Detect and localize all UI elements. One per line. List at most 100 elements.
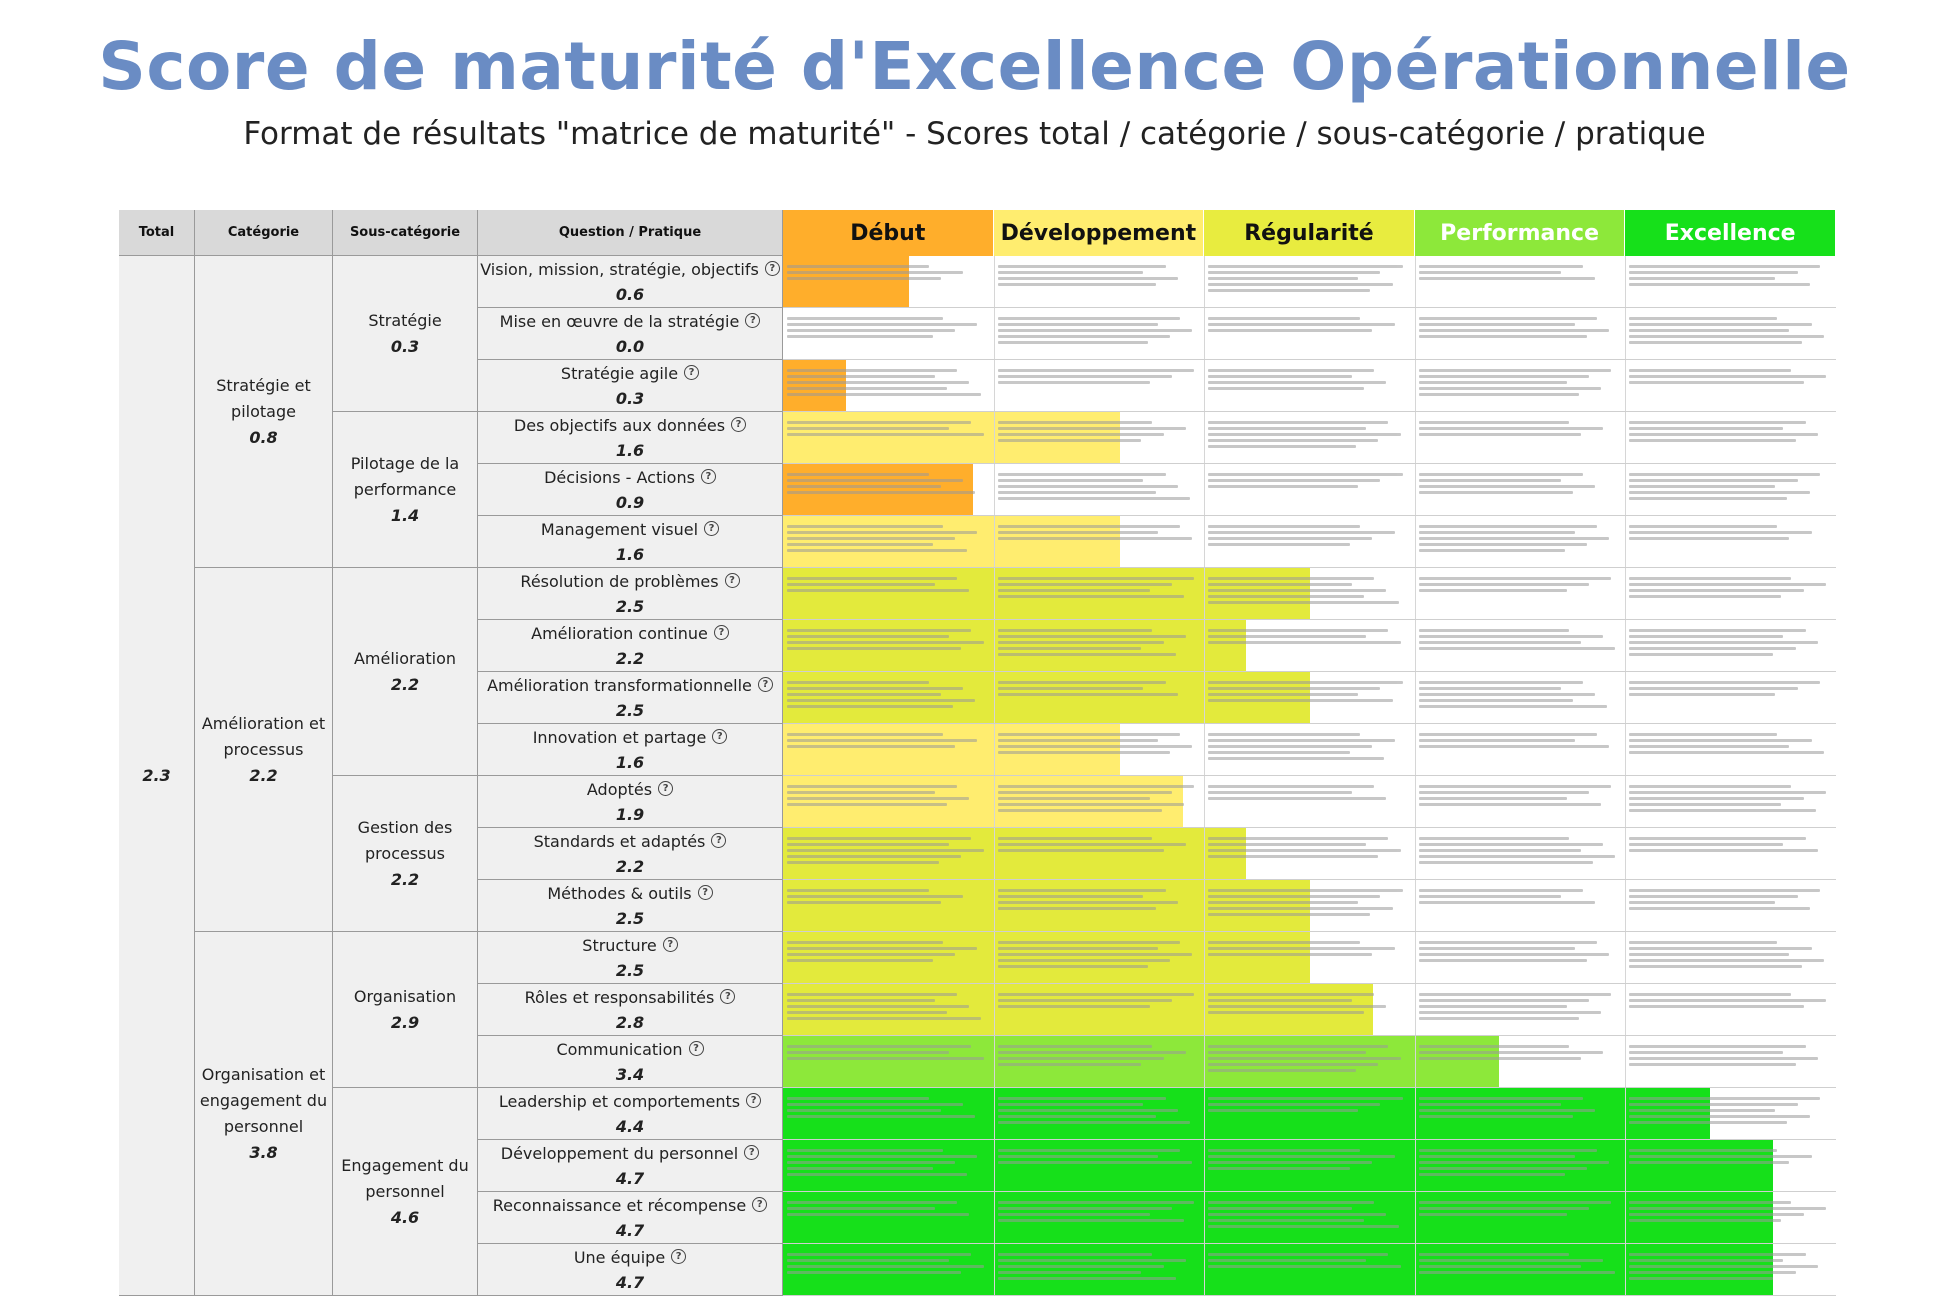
description-line <box>1418 271 1561 274</box>
maturity-bar <box>783 1192 1773 1243</box>
help-icon[interactable]: ? <box>746 1092 762 1108</box>
subcategory-name: Gestion des <box>357 817 453 837</box>
description-line <box>787 953 956 956</box>
level-description <box>1206 678 1409 717</box>
help-icon[interactable]: ? <box>700 468 716 484</box>
level-divider <box>1414 1192 1416 1243</box>
description-line <box>997 1057 1164 1060</box>
help-icon[interactable]: ? <box>662 936 678 952</box>
description-line <box>787 693 941 696</box>
description-line <box>997 785 1195 788</box>
help-icon[interactable]: ? <box>697 884 713 900</box>
help-icon[interactable]: ? <box>752 1196 768 1212</box>
level-description <box>1206 1146 1409 1185</box>
maturity-bar <box>783 1036 1500 1087</box>
maturity-bar <box>783 880 1310 931</box>
description-line <box>787 549 968 552</box>
level-divider <box>1204 1192 1206 1243</box>
level-description <box>1206 782 1409 821</box>
help-icon[interactable]: ? <box>757 676 773 692</box>
level-description <box>785 678 988 717</box>
help-icon[interactable]: ? <box>711 832 727 848</box>
help-icon[interactable]: ? <box>713 624 729 640</box>
level-description <box>1627 522 1830 561</box>
description-line <box>787 473 929 476</box>
description-line <box>787 485 941 488</box>
description-line <box>787 1097 929 1100</box>
maturity-bar <box>783 724 1120 775</box>
help-icon[interactable]: ? <box>745 312 761 328</box>
description-line <box>1418 785 1612 788</box>
help-icon[interactable]: ? <box>720 988 736 1004</box>
description-line <box>1629 375 1826 378</box>
help-icon[interactable]: ? <box>731 416 747 432</box>
level-description <box>996 834 1199 873</box>
description-line <box>787 277 941 280</box>
description-line <box>787 647 962 650</box>
question-score: 1.9 <box>615 804 645 824</box>
level-description <box>996 730 1199 769</box>
description-line <box>1208 433 1401 436</box>
maturity-bar <box>783 1244 1773 1295</box>
description-line <box>1629 525 1778 528</box>
description-line <box>787 901 941 904</box>
description-line <box>997 629 1152 632</box>
level-divider <box>1414 984 1416 1035</box>
description-line <box>787 993 958 996</box>
description-line <box>1629 329 1790 332</box>
description-line <box>997 1051 1186 1054</box>
help-icon[interactable]: ? <box>688 1040 704 1056</box>
level-divider <box>1625 932 1627 983</box>
description-line <box>1208 479 1381 482</box>
help-icon[interactable]: ? <box>658 780 674 796</box>
description-line <box>787 791 935 794</box>
category-name: engagement du <box>199 1090 328 1110</box>
description-line <box>1418 1271 1616 1274</box>
description-line <box>787 681 929 684</box>
description-line <box>1418 1207 1589 1210</box>
subcategory-name: processus <box>365 843 445 863</box>
level-description <box>1206 886 1409 925</box>
description-line <box>997 1005 1150 1008</box>
description-line <box>1418 843 1604 846</box>
description-line <box>1629 803 1782 806</box>
question-label-line: Amélioration continue? <box>531 621 729 646</box>
help-icon[interactable]: ? <box>671 1248 687 1264</box>
description-line <box>997 1265 1164 1268</box>
category-cell: Organisation et engagement du personnel 3.8 <box>195 932 333 1296</box>
category-cell: Stratégie et pilotage 0.8 <box>195 256 333 568</box>
description-line <box>787 525 943 528</box>
level-description <box>996 1250 1199 1289</box>
description-line <box>1418 693 1596 696</box>
maturity-bar <box>783 360 847 411</box>
level-description <box>1417 262 1620 301</box>
description-line <box>1208 947 1395 950</box>
description-line <box>1208 895 1381 898</box>
maturity-bar <box>783 568 1310 619</box>
subcategory-score: 1.4 <box>390 505 420 525</box>
help-icon[interactable]: ? <box>764 260 780 276</box>
description-line <box>1629 1063 1796 1066</box>
question-cell: Amélioration transformationnelle? 2.5 <box>478 672 783 724</box>
description-line <box>1208 941 1361 944</box>
description-line <box>1629 635 1784 638</box>
level-description <box>1417 730 1620 769</box>
help-icon[interactable]: ? <box>744 1144 760 1160</box>
question-cell: Des objectifs aux données? 1.6 <box>478 412 783 464</box>
description-line <box>787 1161 956 1164</box>
description-line <box>1418 629 1569 632</box>
help-icon[interactable]: ? <box>724 572 740 588</box>
description-line <box>1208 1225 1399 1228</box>
help-icon[interactable]: ? <box>684 364 700 380</box>
help-icon[interactable]: ? <box>704 520 720 536</box>
description-line <box>997 1253 1152 1256</box>
description-line <box>1629 1259 1784 1262</box>
description-line <box>1418 1155 1575 1158</box>
category-name: pilotage <box>231 401 296 421</box>
question-score: 2.8 <box>615 1012 645 1032</box>
description-line <box>1418 421 1569 424</box>
level-description <box>1206 574 1409 613</box>
help-icon[interactable]: ? <box>712 728 728 744</box>
level-description <box>785 522 988 561</box>
description-line <box>1629 1253 1806 1256</box>
